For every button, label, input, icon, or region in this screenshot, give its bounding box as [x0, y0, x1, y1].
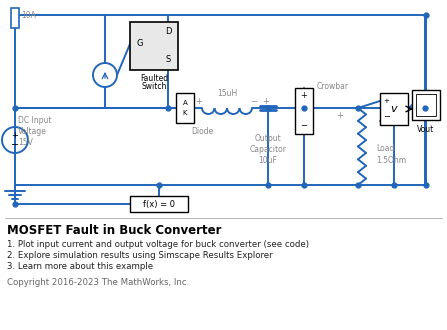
Text: K: K — [183, 110, 187, 116]
Text: +: + — [262, 96, 270, 106]
Text: G: G — [137, 40, 143, 49]
Bar — [295, 88, 313, 134]
Text: Output
Capacitor
10uF: Output Capacitor 10uF — [249, 134, 287, 165]
Text: −: − — [383, 112, 390, 121]
Text: +: + — [300, 91, 308, 101]
Text: +: + — [196, 97, 202, 107]
Text: Vout: Vout — [417, 125, 434, 134]
Text: v: v — [391, 104, 397, 114]
Text: Load
1.5Ohm: Load 1.5Ohm — [376, 145, 406, 165]
Text: S: S — [165, 55, 171, 64]
Text: 2. Explore simulation results using Simscape Results Explorer: 2. Explore simulation results using Sims… — [7, 251, 273, 260]
Text: A: A — [183, 100, 187, 106]
Text: Faulted: Faulted — [140, 74, 168, 83]
Text: 10A: 10A — [21, 12, 36, 20]
Text: Copyright 2016-2023 The MathWorks, Inc.: Copyright 2016-2023 The MathWorks, Inc. — [7, 278, 189, 287]
Text: +: + — [337, 111, 343, 120]
Bar — [130, 196, 188, 212]
Bar — [176, 93, 194, 123]
Text: D: D — [165, 27, 171, 37]
Bar — [416, 94, 436, 116]
Text: Crowbar: Crowbar — [317, 82, 349, 91]
Text: −: − — [250, 97, 257, 107]
Bar — [130, 22, 178, 70]
Bar — [412, 90, 440, 120]
Bar — [380, 93, 408, 125]
Text: +: + — [12, 131, 18, 141]
Text: 3. Learn more about this example: 3. Learn more about this example — [7, 262, 153, 271]
Text: DC Input
Voltage
15V: DC Input Voltage 15V — [18, 116, 51, 147]
Text: −: − — [300, 121, 308, 130]
Text: +: + — [383, 98, 389, 104]
Text: 15uH: 15uH — [217, 89, 237, 98]
Text: −: − — [11, 140, 19, 150]
Text: Diode: Diode — [191, 127, 213, 136]
Text: 1. Plot input current and output voltage for buck converter (see code): 1. Plot input current and output voltage… — [7, 240, 309, 249]
Text: MOSFET Fault in Buck Converter: MOSFET Fault in Buck Converter — [7, 224, 222, 237]
Bar — [11, 8, 19, 28]
Text: Switch: Switch — [141, 82, 167, 91]
Text: f(x) = 0: f(x) = 0 — [143, 200, 175, 209]
